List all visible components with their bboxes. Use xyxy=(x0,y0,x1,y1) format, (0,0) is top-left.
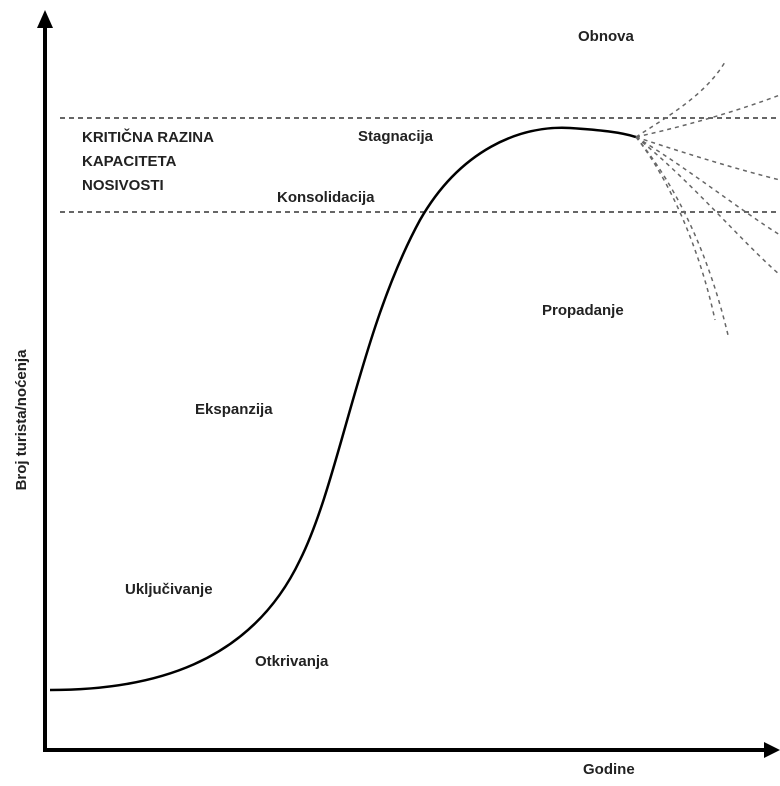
scenario-line xyxy=(635,61,726,138)
scenario-line xyxy=(635,136,780,276)
y-axis-arrow xyxy=(37,10,53,28)
x-axis-label: Godine xyxy=(583,761,635,778)
stage-label: Propadanje xyxy=(542,302,624,319)
stage-label: Stagnacija xyxy=(358,128,434,145)
x-axis-arrow xyxy=(764,742,780,758)
critical-label: NOSIVOSTI xyxy=(82,177,164,194)
scenario-line xyxy=(635,136,780,236)
scenario-lines xyxy=(635,61,780,336)
stage-label: Uključivanje xyxy=(125,581,213,598)
stage-label: Konsolidacija xyxy=(277,189,375,206)
stage-label: Otkrivanja xyxy=(255,653,329,670)
y-axis-label: Broj turista/noćenja xyxy=(13,349,30,491)
scenario-line xyxy=(635,136,729,336)
critical-label: KAPACITETA xyxy=(82,153,177,170)
critical-label: KRITIČNA RAZINA xyxy=(82,128,214,146)
stage-label: Obnova xyxy=(578,28,634,45)
scenario-line xyxy=(635,136,716,321)
life-cycle-curve xyxy=(49,126,637,692)
scenario-line xyxy=(635,136,780,181)
stage-label: Ekspanzija xyxy=(195,401,273,418)
scenario-line xyxy=(635,94,780,138)
